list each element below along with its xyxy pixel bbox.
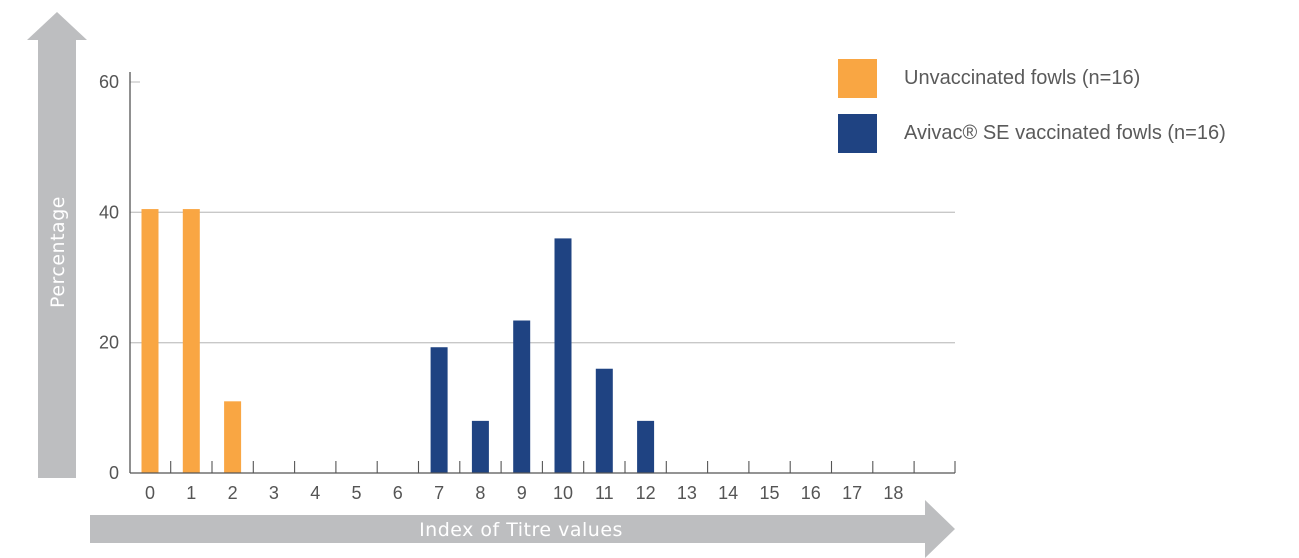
x-tick-label-15: 15 xyxy=(759,483,779,503)
x-tick-label-5: 5 xyxy=(351,483,361,503)
x-tick-label-8: 8 xyxy=(475,483,485,503)
legend-swatch-vaccinated xyxy=(838,113,877,153)
bar-vaccinated-12 xyxy=(637,420,655,473)
y-tick-labels: 0 20 40 60 xyxy=(99,72,119,483)
y-axis-arrow xyxy=(27,12,87,478)
x-axis-label: Index of Titre values xyxy=(419,519,623,541)
x-tick-label-13: 13 xyxy=(677,483,697,503)
x-axis-arrow xyxy=(90,500,955,558)
bar-unvaccinated-2 xyxy=(224,401,242,473)
x-tick-label-4: 4 xyxy=(310,483,320,503)
bar-vaccinated-9 xyxy=(513,320,531,473)
x-tick-label-7: 7 xyxy=(434,483,444,503)
legend-swatch-unvaccinated xyxy=(838,58,877,98)
x-tick-label-10: 10 xyxy=(553,483,573,503)
bar-vaccinated-10 xyxy=(554,238,572,473)
bar-vaccinated-11 xyxy=(595,368,613,473)
legend-item-vaccinated: Avivac® SE vaccinated fowls (n=16) xyxy=(838,113,1226,153)
legend-label-vaccinated: Avivac® SE vaccinated fowls (n=16) xyxy=(904,121,1226,144)
x-tick-label-6: 6 xyxy=(393,483,403,503)
y-axis-label: Percentage xyxy=(47,196,69,308)
x-tick-label-18: 18 xyxy=(883,483,903,503)
x-tick-label-0: 0 xyxy=(145,483,155,503)
x-tick-labels: 0 1 2 3 4 5 6 7 8 9 10 11 12 13 14 15 16 17 18 xyxy=(145,483,903,503)
y-tick-label-40: 40 xyxy=(99,202,119,222)
y-tick-label-20: 20 xyxy=(99,333,119,353)
x-tick-label-12: 12 xyxy=(636,483,656,503)
x-tick-label-9: 9 xyxy=(517,483,527,503)
x-tick-label-17: 17 xyxy=(842,483,862,503)
bars xyxy=(141,209,655,473)
bar-vaccinated-7 xyxy=(430,347,448,473)
x-tick-label-1: 1 xyxy=(186,483,196,503)
x-tick-label-11: 11 xyxy=(595,483,614,503)
legend: Unvaccinated fowls (n=16) Avivac® SE vac… xyxy=(838,58,1226,168)
axes xyxy=(129,72,956,474)
x-tick-label-16: 16 xyxy=(801,483,821,503)
legend-label-unvaccinated: Unvaccinated fowls (n=16) xyxy=(904,66,1141,89)
legend-item-unvaccinated: Unvaccinated fowls (n=16) xyxy=(838,58,1226,98)
y-tick-label-0: 0 xyxy=(109,463,119,483)
y-tick-label-60: 60 xyxy=(99,72,119,92)
bar-unvaccinated-1 xyxy=(182,209,200,473)
gridlines xyxy=(130,81,955,344)
x-tick-label-2: 2 xyxy=(228,483,238,503)
bar-unvaccinated-0 xyxy=(141,209,159,473)
bar-vaccinated-8 xyxy=(471,420,489,473)
x-tick-label-3: 3 xyxy=(269,483,279,503)
x-tick-label-14: 14 xyxy=(718,483,738,503)
